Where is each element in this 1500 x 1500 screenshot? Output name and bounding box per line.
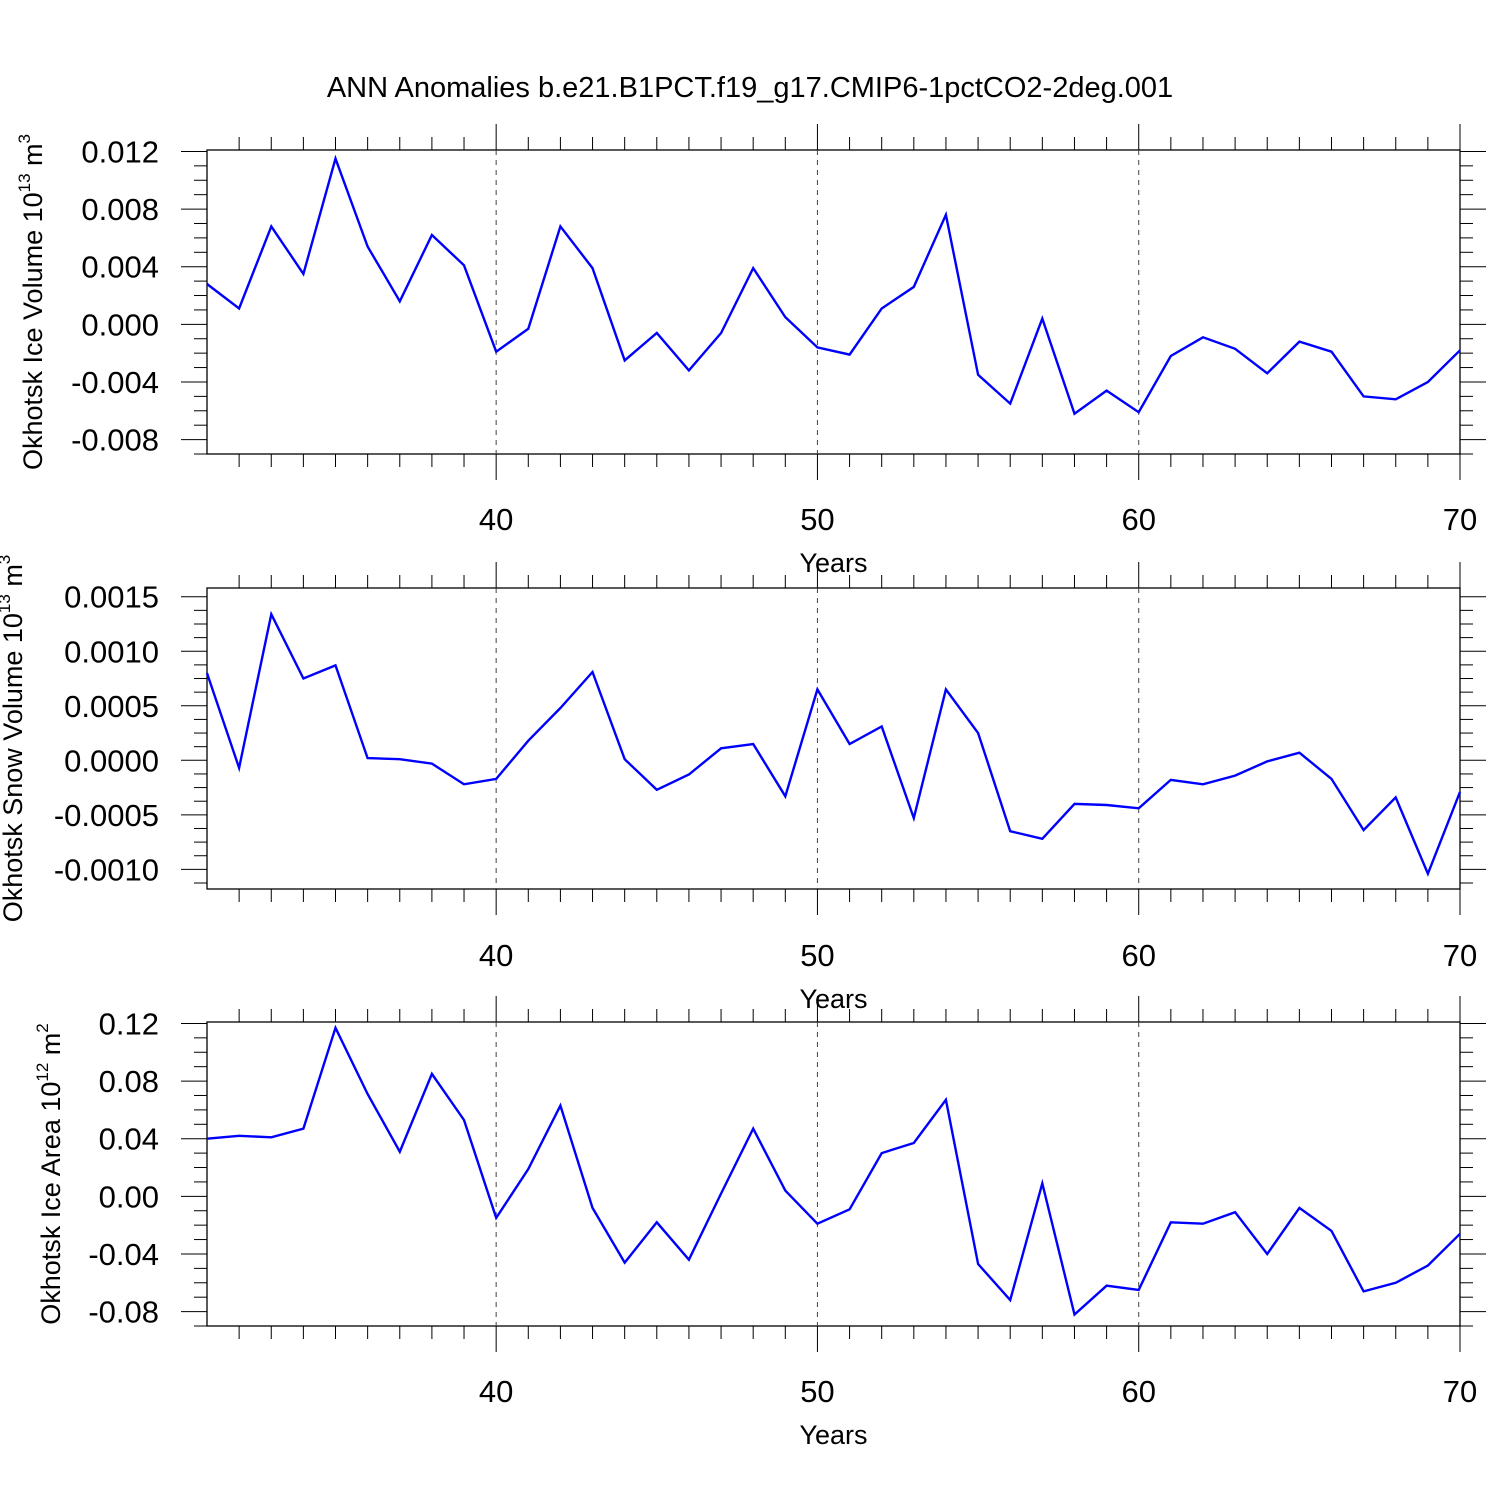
x-tick-label: 40 [479,938,513,973]
x-tick-label: 40 [479,1374,513,1409]
y-axis-title-unit: m [18,143,48,173]
x-axis-title: Years [799,984,867,1014]
x-axis-title: Years [799,1420,867,1450]
y-tick-label: 0.0000 [64,743,159,778]
y-tick-label: 0.004 [81,250,159,285]
x-tick-label: 40 [479,502,513,537]
y-tick-label: 0.0005 [64,689,159,724]
x-tick-label: 70 [1443,1374,1477,1409]
y-tick-label: -0.0010 [54,852,159,887]
x-tick-label: 50 [800,502,834,537]
plot-frame [206,149,1461,455]
panel-3: 0.12 0.08 0.04 0.00 -0.04 -0.08 40 50 60 70 Years O… [33,996,1486,1450]
x-tick-label: 70 [1443,938,1477,973]
y-axis-title-text: Okhotsk Ice Area 10 [36,1082,66,1325]
y-axis-title: Okhotsk Ice Volume 1013 m3 [15,134,48,470]
y-axis-title-text: Okhotsk Ice Volume 10 [18,192,48,470]
y-tick-label: -0.0005 [54,798,159,833]
y-tick-label: -0.008 [71,423,159,458]
plot-frame [206,587,1461,890]
series-line [206,1024,1461,1317]
y-axis-title-exponent: 13 [0,594,14,613]
panel-1: 0.012 0.008 0.004 0.000 -0.004 -0.008 40 50 60 70… [15,124,1486,578]
chart-title: ANN Anomalies b.e21.B1PCT.f19_g17.CMIP6-… [326,72,1174,104]
y-tick-label: 0.12 [99,1006,159,1041]
y-tick-label: -0.04 [88,1237,159,1272]
y-tick-label: 0.008 [81,192,159,227]
y-axis-title: Okhotsk Ice Area 1012 m2 [33,1023,66,1325]
x-axis-title: Years [799,548,867,578]
y-axis-title-unit-exponent: 3 [0,555,14,564]
y-axis-title-exponent: 12 [33,1063,52,1082]
x-tick-label: 60 [1121,502,1155,537]
y-tick-label: 0.00 [99,1179,159,1214]
y-axis-title-unit-exponent: 2 [33,1023,52,1032]
y-axis-title-unit-exponent: 3 [15,134,34,143]
y-tick-label: 0.000 [81,307,159,342]
series-line [205,610,1462,877]
y-axis-title: Okhotsk Snow Volume 1013 m3 [0,555,28,923]
y-tick-label: 0.012 [81,134,159,169]
x-tick-label: 50 [800,1374,834,1409]
x-tick-label: 50 [800,938,834,973]
y-tick-label: 0.08 [99,1064,159,1099]
series-line [206,154,1461,416]
x-tick-label: 60 [1121,1374,1155,1409]
plot-frame [206,1021,1461,1327]
y-tick-label: -0.004 [71,365,159,400]
panel-2: 0.0015 0.0010 0.0005 0.0000 -0.0005 -0.0010 40… [0,555,1486,1014]
y-tick-label: 0.0010 [64,634,159,669]
y-axis-title-exponent: 13 [15,173,34,192]
x-tick-label: 60 [1121,938,1155,973]
y-tick-label: -0.08 [88,1295,159,1330]
y-axis-title-unit: m [0,564,28,594]
y-tick-label: 0.0015 [64,580,159,615]
y-axis-title-unit: m [36,1033,66,1063]
y-tick-label: 0.04 [99,1122,159,1157]
x-tick-label: 70 [1443,502,1477,537]
y-axis-title-text: Okhotsk Snow Volume 10 [0,613,28,922]
